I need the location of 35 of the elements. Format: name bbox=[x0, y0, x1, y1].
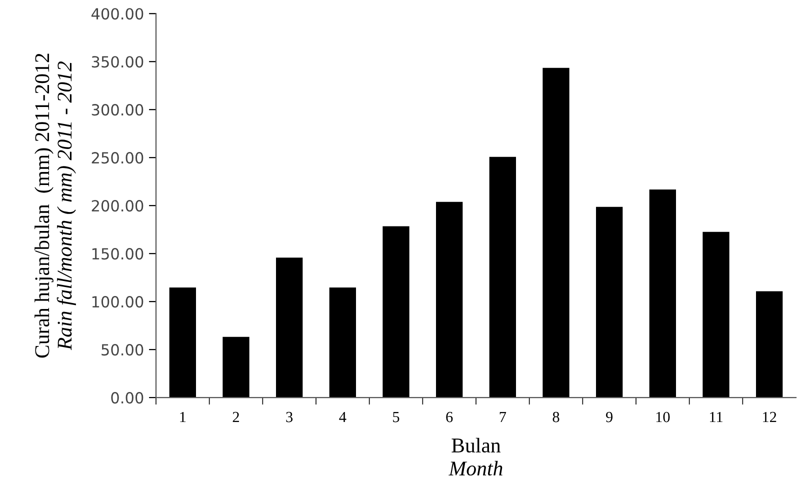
bar bbox=[596, 206, 623, 398]
x-tick-label: 5 bbox=[393, 412, 400, 422]
y-tick-label: 350.00 bbox=[92, 56, 144, 68]
bar bbox=[542, 68, 570, 398]
x-tick-label: 8 bbox=[552, 412, 560, 422]
y-tick-label: 100.00 bbox=[92, 296, 144, 308]
bar bbox=[276, 258, 303, 398]
bar bbox=[702, 232, 730, 398]
x-tick-label: 11 bbox=[710, 412, 722, 422]
y-tick-label: 50.00 bbox=[102, 344, 144, 356]
bar bbox=[649, 190, 676, 398]
x-tick-label: 1 bbox=[180, 412, 186, 422]
x-tick-label: 4 bbox=[339, 412, 346, 422]
y-tick-label: 250.00 bbox=[92, 152, 144, 164]
x-tick-label: 2 bbox=[232, 412, 239, 422]
bar bbox=[436, 202, 463, 398]
y-tick-label: 0.00 bbox=[111, 392, 144, 404]
y-tick-label: 400.00 bbox=[91, 8, 144, 20]
x-tick-label: 12 bbox=[763, 412, 776, 422]
bar bbox=[169, 288, 196, 398]
y-tick-label: 150.00 bbox=[92, 248, 144, 260]
bar bbox=[489, 156, 516, 398]
y-tick-label: 300.00 bbox=[92, 104, 144, 116]
bar bbox=[222, 336, 250, 398]
bar bbox=[382, 226, 410, 398]
bar bbox=[329, 288, 356, 398]
y-tick-label: 200.00 bbox=[92, 200, 144, 212]
bar bbox=[756, 291, 783, 398]
y-axis-title: Curah hujan/bulan (mm) 2011-2012 Rain fall/month ( mm) 2011 - 2012 bbox=[34, 54, 76, 358]
x-tick-label: 6 bbox=[446, 412, 453, 422]
x-tick-label: 3 bbox=[286, 412, 293, 422]
x-tick-label: 9 bbox=[606, 412, 613, 422]
x-tick-label: 10 bbox=[656, 412, 670, 422]
x-axis-title: Bulan Month bbox=[448, 438, 502, 476]
x-tick-label: 7 bbox=[500, 412, 506, 422]
